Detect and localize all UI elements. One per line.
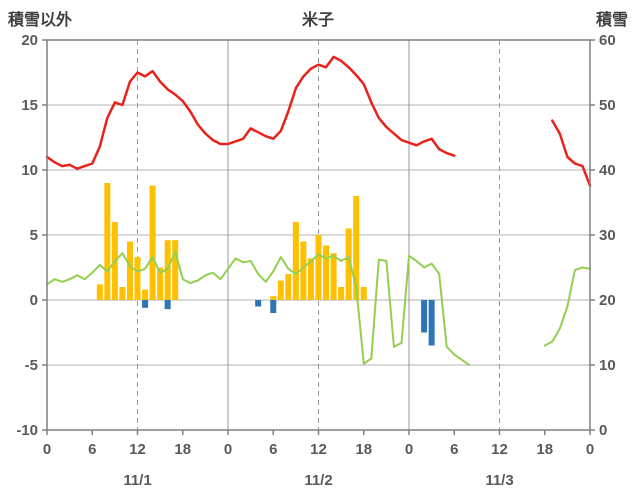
svg-text:5: 5: [30, 227, 38, 244]
svg-text:6: 6: [88, 441, 96, 458]
svg-text:-5: -5: [25, 357, 38, 374]
svg-text:20: 20: [21, 32, 38, 49]
svg-text:18: 18: [355, 441, 372, 458]
chart-title: 米子: [301, 12, 334, 29]
svg-text:40: 40: [599, 162, 616, 179]
svg-text:0: 0: [586, 441, 594, 458]
svg-text:0: 0: [30, 292, 38, 309]
svg-text:0: 0: [599, 422, 607, 439]
svg-text:6: 6: [450, 441, 458, 458]
svg-text:10: 10: [21, 162, 38, 179]
svg-text:12: 12: [310, 441, 327, 458]
svg-text:0: 0: [43, 441, 51, 458]
svg-text:11/3: 11/3: [485, 472, 513, 489]
right-axis-title: 積雪: [595, 12, 628, 29]
svg-text:11/2: 11/2: [304, 472, 332, 489]
svg-text:18: 18: [536, 441, 553, 458]
svg-text:18: 18: [174, 441, 191, 458]
left-axis-title: 積雪以外: [8, 12, 73, 29]
svg-text:20: 20: [599, 292, 616, 309]
svg-text:30: 30: [599, 227, 616, 244]
svg-text:-10: -10: [16, 422, 38, 439]
svg-text:6: 6: [269, 441, 277, 458]
svg-text:50: 50: [599, 97, 616, 114]
svg-text:12: 12: [491, 441, 508, 458]
svg-text:60: 60: [599, 32, 616, 49]
svg-text:12: 12: [129, 441, 146, 458]
svg-text:11/1: 11/1: [123, 472, 151, 489]
svg-text:0: 0: [224, 441, 232, 458]
svg-text:0: 0: [405, 441, 413, 458]
svg-text:15: 15: [21, 97, 38, 114]
svg-text:10: 10: [599, 357, 616, 374]
